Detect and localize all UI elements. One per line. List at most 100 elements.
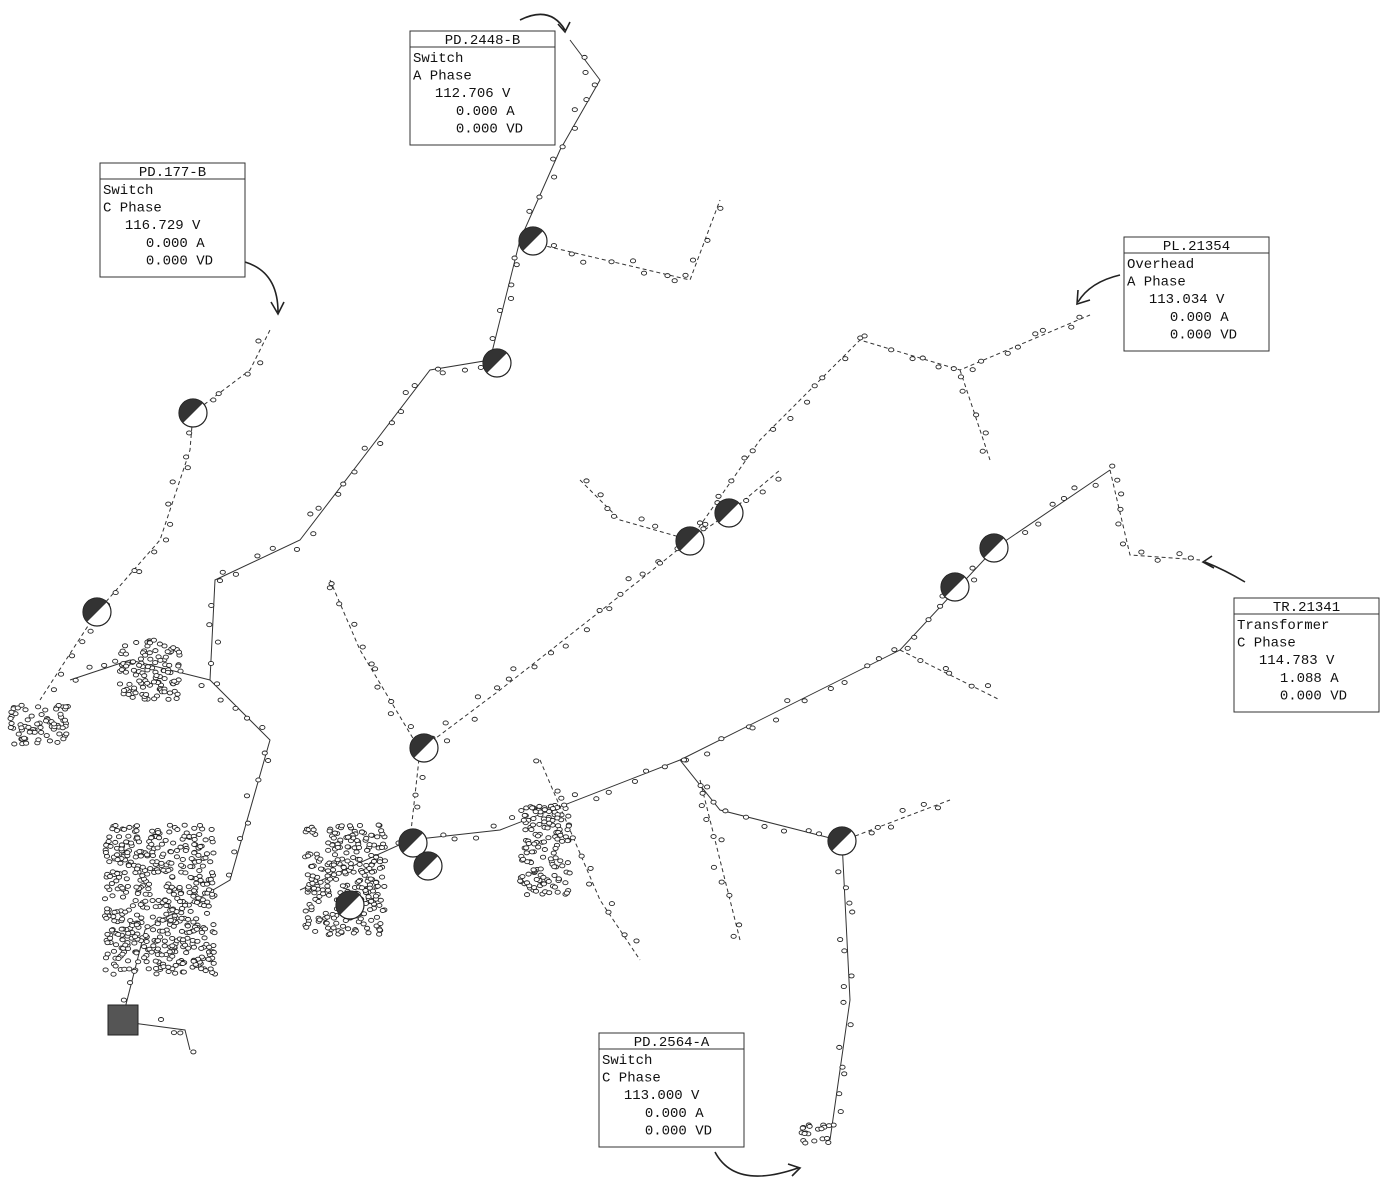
node [153, 673, 160, 678]
node [141, 944, 148, 950]
arrow [1076, 274, 1121, 306]
node [717, 205, 724, 211]
node [209, 891, 216, 897]
node [969, 367, 976, 373]
node [411, 383, 418, 389]
node [327, 931, 334, 937]
node [440, 832, 447, 838]
node [206, 887, 213, 893]
node [689, 257, 697, 263]
node [1092, 482, 1099, 488]
node [335, 491, 342, 497]
node [50, 721, 58, 727]
node [56, 731, 63, 737]
node [551, 884, 558, 890]
node [304, 915, 311, 921]
node [529, 805, 536, 811]
switch-fill [828, 827, 852, 851]
node [710, 864, 717, 870]
node [7, 725, 14, 730]
node [162, 654, 169, 660]
node [166, 690, 174, 696]
callout-box [99, 162, 246, 278]
node [148, 841, 155, 847]
node [201, 935, 208, 941]
node [179, 905, 186, 911]
switch-fill [715, 499, 739, 523]
node [308, 904, 315, 910]
node [520, 856, 527, 862]
node [571, 125, 578, 131]
node [126, 824, 133, 830]
node [133, 828, 140, 834]
node [138, 915, 145, 921]
node [139, 684, 147, 690]
node [190, 919, 197, 925]
node [324, 887, 332, 893]
node [8, 720, 15, 726]
node [799, 1125, 806, 1131]
node [244, 820, 252, 826]
node [525, 841, 532, 846]
callout-type: Switch [413, 51, 463, 67]
node [320, 891, 327, 897]
node [236, 836, 244, 841]
node [704, 784, 711, 790]
node [697, 783, 704, 789]
arrows [244, 13, 1246, 1177]
node [311, 890, 318, 896]
callout-vd: 0.000 VD [645, 1123, 712, 1139]
node [123, 663, 130, 669]
node [121, 826, 128, 832]
node [381, 858, 388, 864]
node [345, 834, 352, 840]
node [818, 1126, 825, 1132]
node [376, 859, 384, 865]
node [358, 829, 365, 835]
callout-type: Transformer [1237, 618, 1329, 634]
node [682, 272, 689, 278]
node [718, 736, 725, 742]
switch-fill [410, 734, 434, 758]
node [656, 560, 664, 566]
node [185, 884, 192, 890]
node [368, 852, 375, 858]
node [544, 825, 551, 831]
node [510, 666, 517, 672]
node [181, 822, 188, 828]
node [353, 849, 360, 855]
callout-vd: 0.000 VD [146, 253, 213, 269]
node [519, 874, 526, 879]
node [366, 885, 373, 891]
node [376, 927, 383, 933]
node [520, 817, 527, 823]
node [129, 903, 136, 909]
node [243, 793, 251, 799]
node [126, 681, 133, 687]
node [255, 777, 262, 783]
node [102, 850, 109, 855]
node [184, 923, 191, 929]
feeder [519, 199, 721, 281]
node [554, 815, 561, 821]
node [310, 885, 317, 891]
node [79, 639, 86, 645]
node [261, 750, 268, 756]
node [123, 876, 130, 882]
node [347, 865, 354, 871]
node [125, 930, 132, 936]
node [206, 622, 213, 628]
node [566, 870, 573, 876]
node [209, 870, 216, 876]
node [191, 825, 198, 831]
node [537, 866, 544, 872]
node [156, 835, 163, 841]
node [330, 862, 337, 868]
callout-voltage: 116.729 V [125, 218, 201, 234]
node [232, 571, 239, 577]
node [145, 886, 152, 892]
node [25, 724, 32, 730]
node [356, 856, 363, 862]
